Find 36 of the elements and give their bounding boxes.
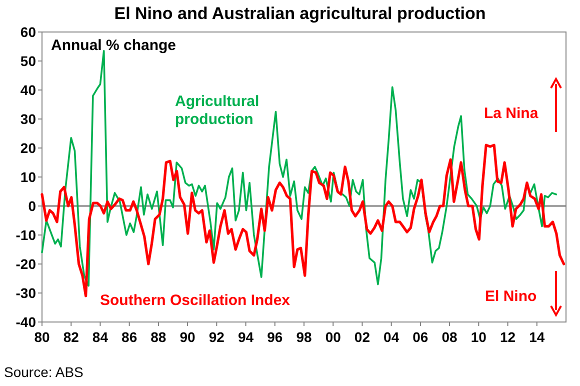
x-tick-label: 08 xyxy=(442,329,458,345)
x-tick-label: 80 xyxy=(34,329,50,345)
source-note: Source: ABS xyxy=(4,364,84,380)
x-tick-label: 00 xyxy=(325,329,342,345)
y-tick-label: 10 xyxy=(20,168,36,185)
x-tick-label: 90 xyxy=(180,329,196,345)
x-tick-label: 96 xyxy=(267,329,283,345)
x-tick-label: 98 xyxy=(296,329,312,345)
y-tick-label: -30 xyxy=(16,284,36,301)
annotation: La Nina xyxy=(484,105,539,122)
y-tick-label: 50 xyxy=(20,52,36,69)
y-tick-label: -10 xyxy=(16,226,36,243)
series-label: Agricultural production xyxy=(175,93,260,128)
x-tick-label: 94 xyxy=(238,329,254,345)
x-tick-label: 10 xyxy=(470,329,487,345)
y-tick-label: 0 xyxy=(28,198,36,214)
x-tick-label: 02 xyxy=(354,329,370,345)
y-tick-label: -40 xyxy=(16,314,36,330)
x-tick-label: 92 xyxy=(208,329,225,345)
x-tick-label: 12 xyxy=(500,329,516,345)
x-tick-label: 82 xyxy=(63,329,80,345)
annotation: Annual % change xyxy=(51,37,176,54)
y-tick-label: 40 xyxy=(20,82,36,98)
x-tick-label: 06 xyxy=(412,329,428,345)
x-tick-label: 88 xyxy=(150,329,166,345)
y-tick-label: 60 xyxy=(20,24,36,40)
series-label: Southern Oscillation Index xyxy=(100,292,291,309)
y-tick-label: 30 xyxy=(20,110,36,127)
x-tick-label: 84 xyxy=(92,329,108,345)
y-tick-label: 20 xyxy=(20,140,36,156)
x-tick-label: 14 xyxy=(529,329,545,345)
y-tick-label: -20 xyxy=(16,256,36,272)
x-tick-label: 04 xyxy=(384,329,400,345)
chart-title: El Nino and Australian agricultural production xyxy=(114,4,486,23)
annotation: El Nino xyxy=(485,288,537,305)
x-tick-label: 86 xyxy=(122,329,138,345)
